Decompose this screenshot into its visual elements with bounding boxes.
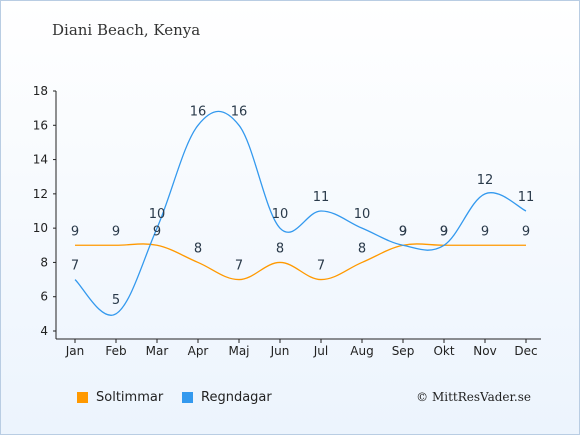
- data-label-soltimmar: 9: [481, 224, 489, 239]
- x-tick-label: Feb: [105, 344, 126, 358]
- legend-label-soltimmar: Soltimmar: [96, 390, 164, 405]
- data-label-soltimmar: 9: [440, 224, 448, 239]
- data-label-regndagar: 11: [313, 190, 330, 205]
- x-tick-label: Jan: [65, 344, 85, 358]
- data-label-soltimmar: 8: [358, 241, 366, 256]
- axes: 4 6 8 10 12 14 16 18 Jan Feb Mar Apr Maj Jun Jul Aug Sep…: [33, 84, 541, 358]
- y-tick-label: 4: [40, 324, 48, 338]
- y-tick-label: 16: [33, 118, 48, 132]
- x-tick-label: Jul: [313, 344, 328, 358]
- x-tick-label: Okt: [433, 344, 454, 358]
- data-label-soltimmar: 9: [153, 224, 161, 239]
- series-lines: [74, 110, 527, 316]
- data-label-regndagar: 12: [477, 173, 494, 188]
- data-label-regndagar: 11: [518, 190, 535, 205]
- data-label-regndagar: 9: [399, 224, 407, 239]
- data-label-soltimmar: 9: [71, 224, 79, 239]
- copyright-text: © MittResVader.se: [416, 390, 531, 404]
- x-tick-label: Apr: [188, 344, 209, 358]
- data-label-regndagar: 16: [231, 104, 248, 119]
- x-tick-label: Jun: [270, 344, 290, 358]
- data-label-soltimmar: 8: [276, 241, 284, 256]
- data-label-soltimmar: 9: [112, 224, 120, 239]
- x-tick-label: Dec: [514, 344, 537, 358]
- data-label-soltimmar: 9: [522, 224, 530, 239]
- series-line-regndagar: [74, 110, 527, 316]
- data-label-soltimmar: 7: [317, 259, 325, 274]
- legend-swatch-soltimmar: [77, 392, 88, 403]
- x-tick-label: Maj: [228, 344, 249, 358]
- legend-item-regndagar: Regndagar: [182, 390, 272, 405]
- y-tick-label: 6: [40, 290, 48, 304]
- x-tick-label: Mar: [146, 344, 169, 358]
- series-line-soltimmar: [74, 243, 527, 281]
- data-label-regndagar: 16: [190, 104, 207, 119]
- legend-label-regndagar: Regndagar: [201, 390, 272, 405]
- x-tick-label: Nov: [473, 344, 496, 358]
- data-label-regndagar: 10: [149, 207, 166, 222]
- data-label-regndagar: 7: [71, 259, 79, 274]
- y-tick-label: 8: [40, 255, 48, 269]
- data-label-regndagar: 10: [272, 207, 289, 222]
- y-tick-label: 12: [33, 187, 48, 201]
- data-label-soltimmar: 9: [399, 224, 407, 239]
- x-tick-label: Aug: [350, 344, 373, 358]
- data-label-regndagar: 5: [112, 293, 120, 308]
- y-tick-label: 10: [33, 221, 48, 235]
- x-tick-label: Sep: [392, 344, 415, 358]
- data-label-soltimmar: 7: [235, 259, 243, 274]
- data-label-regndagar: 9: [440, 224, 448, 239]
- y-tick-label: 14: [33, 153, 48, 167]
- legend-swatch-regndagar: [182, 392, 193, 403]
- data-label-soltimmar: 8: [194, 241, 202, 256]
- chart-title: Diani Beach, Kenya: [52, 21, 201, 39]
- data-label-regndagar: 10: [354, 207, 371, 222]
- y-tick-label: 18: [33, 84, 48, 98]
- legend-item-soltimmar: Soltimmar: [77, 390, 163, 405]
